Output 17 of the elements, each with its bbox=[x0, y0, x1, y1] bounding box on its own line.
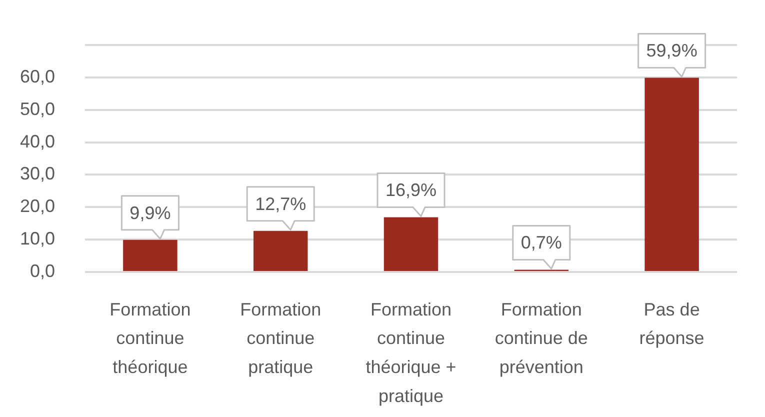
x-tick-label: Pas de réponse bbox=[639, 299, 704, 348]
x-tick-label: Formation continue théorique bbox=[110, 299, 191, 377]
data-label: 9,9% bbox=[130, 202, 171, 223]
data-label: 16,9% bbox=[385, 180, 437, 200]
data-label: 12,7% bbox=[255, 194, 306, 214]
y-tick-label: 40,0 bbox=[20, 131, 55, 152]
x-tick-label: Formation continue pratique bbox=[240, 299, 322, 377]
y-tick-label: 30,0 bbox=[20, 164, 55, 184]
data-label: 59,9% bbox=[646, 40, 698, 61]
y-tick-label: 60,0 bbox=[20, 66, 55, 86]
y-tick-label: 10,0 bbox=[20, 228, 55, 249]
y-tick-label: 20,0 bbox=[20, 196, 55, 216]
y-tick-label: 50,0 bbox=[20, 98, 55, 119]
y-tick-label: 0,0 bbox=[30, 260, 55, 281]
data-label: 0,7% bbox=[520, 232, 562, 253]
x-tick-label: Formation continue de prévention bbox=[494, 299, 588, 377]
x-tick-label: Formation continue théorique + pratique bbox=[366, 299, 456, 406]
